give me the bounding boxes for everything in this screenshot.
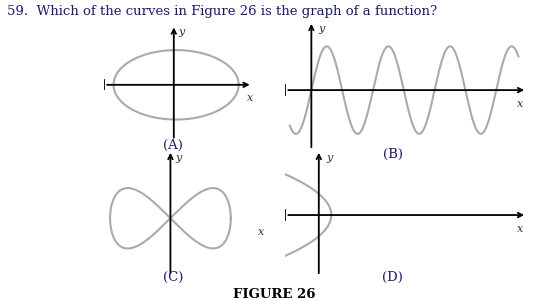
Text: (C): (C) [163,271,183,284]
Text: (D): (D) [382,271,403,284]
Text: 59.  Which of the curves in Figure 26 is the graph of a function?: 59. Which of the curves in Figure 26 is … [7,4,436,17]
Text: y: y [178,27,184,37]
Text: x: x [258,227,264,237]
Text: x: x [517,224,524,234]
Text: y: y [176,152,182,163]
Text: x: x [517,99,524,109]
Text: y: y [318,24,325,34]
Text: y: y [326,152,332,163]
Text: (A): (A) [163,139,183,152]
Text: (B): (B) [383,148,402,160]
Text: x: x [247,93,253,103]
Text: FIGURE 26: FIGURE 26 [233,289,316,300]
